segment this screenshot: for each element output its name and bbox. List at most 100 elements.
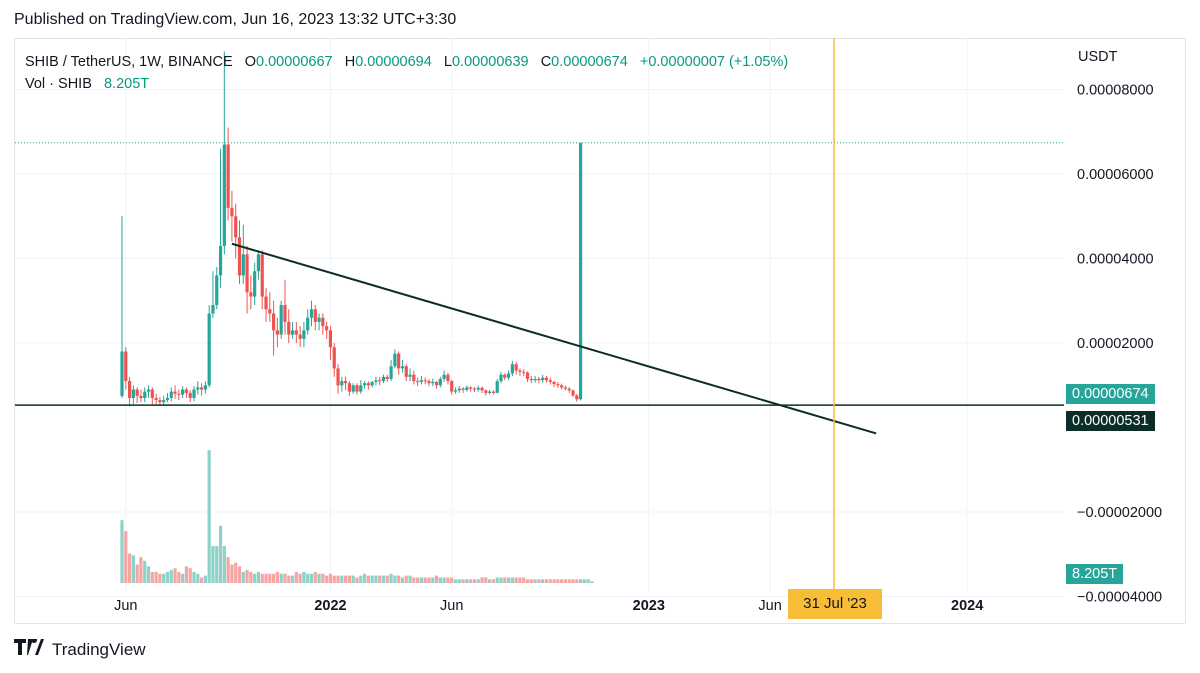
candle-body [397, 354, 400, 369]
candle-body [435, 382, 438, 385]
candle-body [317, 318, 320, 322]
volume-bar [503, 577, 506, 583]
volume-bar [333, 576, 336, 583]
y-tick-label: −0.00002000 [1077, 505, 1162, 521]
volume-bar [208, 450, 211, 583]
legend-high-label: H [345, 54, 355, 70]
volume-badge: 8.205T [1066, 564, 1123, 584]
volume-bar [556, 579, 559, 583]
volume-bar [242, 572, 245, 583]
candle-body [367, 383, 370, 385]
volume-bar [230, 565, 233, 583]
price-unit: USDT [1078, 49, 1117, 65]
volume-bar [397, 576, 400, 583]
candle-body [431, 382, 434, 383]
legend-open-label: O [245, 54, 256, 70]
tradingview-logo-icon [14, 638, 44, 661]
candle-body [541, 378, 544, 381]
volume-bar [128, 553, 131, 583]
candle-body [378, 380, 381, 381]
volume-bar [382, 576, 385, 583]
volume-bar [245, 570, 248, 583]
drawings [15, 38, 1064, 590]
legend-open: 0.00000667 [256, 54, 333, 70]
candle-body [276, 330, 279, 334]
candle-body [393, 354, 396, 367]
x-tick-label: 2023 [633, 598, 665, 614]
volume-bar [261, 574, 264, 583]
candle-body [321, 318, 324, 326]
candle-body [147, 390, 150, 392]
candle-body [458, 389, 461, 391]
candle-body [503, 375, 506, 378]
candle-body [363, 383, 366, 385]
volume-bar [537, 579, 540, 583]
candle-body [344, 381, 347, 383]
candle-body [439, 379, 442, 385]
date-marker-badge[interactable]: 31 Jul '23 [788, 589, 882, 619]
y-tick-label: −0.00004000 [1077, 590, 1162, 606]
candle-body [537, 379, 540, 380]
grid-lines [15, 38, 1064, 597]
candle-body [287, 322, 290, 335]
candle-body [348, 383, 351, 391]
footer-brand[interactable]: TradingView [14, 638, 146, 661]
volume-bar [291, 576, 294, 583]
volume-bar [215, 546, 218, 583]
candle-body [499, 375, 502, 381]
x-tick-label: Jun [758, 598, 781, 614]
candle-body [280, 305, 283, 335]
volume-bar [515, 577, 518, 583]
volume-bar [371, 576, 374, 583]
candle-body [420, 380, 423, 382]
volume-bar [465, 579, 468, 583]
volume-bar [257, 572, 260, 583]
volume-bar [348, 576, 351, 583]
candle-body [446, 375, 449, 381]
volume-bar [549, 579, 552, 583]
volume-bar [272, 574, 275, 583]
volume-bar [458, 579, 461, 583]
candle-body [325, 326, 328, 330]
volume-bar [166, 572, 169, 583]
candle-body [549, 380, 552, 382]
volume-bar [120, 520, 123, 583]
volume-bar [181, 574, 184, 583]
legend-vol-label[interactable]: Vol · SHIB [25, 76, 92, 92]
candle-body [386, 377, 389, 379]
candle-body [454, 390, 457, 391]
candle-body [552, 382, 555, 384]
candle-body [518, 371, 521, 372]
volume-bar [253, 574, 256, 583]
candle-body [299, 335, 302, 339]
volume-bar [132, 555, 135, 583]
candle-body [477, 388, 480, 390]
volume-bar [340, 576, 343, 583]
volume-bar [321, 574, 324, 583]
candle-body [249, 292, 252, 296]
volume-bar [488, 579, 491, 583]
candle-body [545, 378, 548, 381]
legend-close: 0.00000674 [551, 54, 628, 70]
volume-bar [170, 570, 173, 583]
legend-symbol[interactable]: SHIB / TetherUS, 1W, BINANCE [25, 54, 233, 70]
volume-bar [264, 574, 267, 583]
candles [120, 52, 582, 407]
legend: SHIB / TetherUS, 1W, BINANCE O0.00000667… [25, 51, 788, 95]
volume-bar [352, 576, 355, 583]
last-price-badge: 0.00000674 [1066, 384, 1155, 404]
volume-bar [454, 579, 457, 583]
y-tick-label: 0.00008000 [1077, 83, 1154, 99]
candle-body [571, 390, 574, 395]
volume-bar [575, 579, 578, 583]
volume-bar [310, 574, 313, 583]
volume-bar [386, 576, 389, 583]
horizontal-line-price-badge[interactable]: 0.00000531 [1066, 411, 1155, 431]
candle-body [462, 389, 465, 390]
volume-bar [314, 572, 317, 583]
volume-bar [219, 526, 222, 583]
volume-bar [462, 579, 465, 583]
candle-body [238, 237, 241, 275]
volume-bar [158, 574, 161, 583]
